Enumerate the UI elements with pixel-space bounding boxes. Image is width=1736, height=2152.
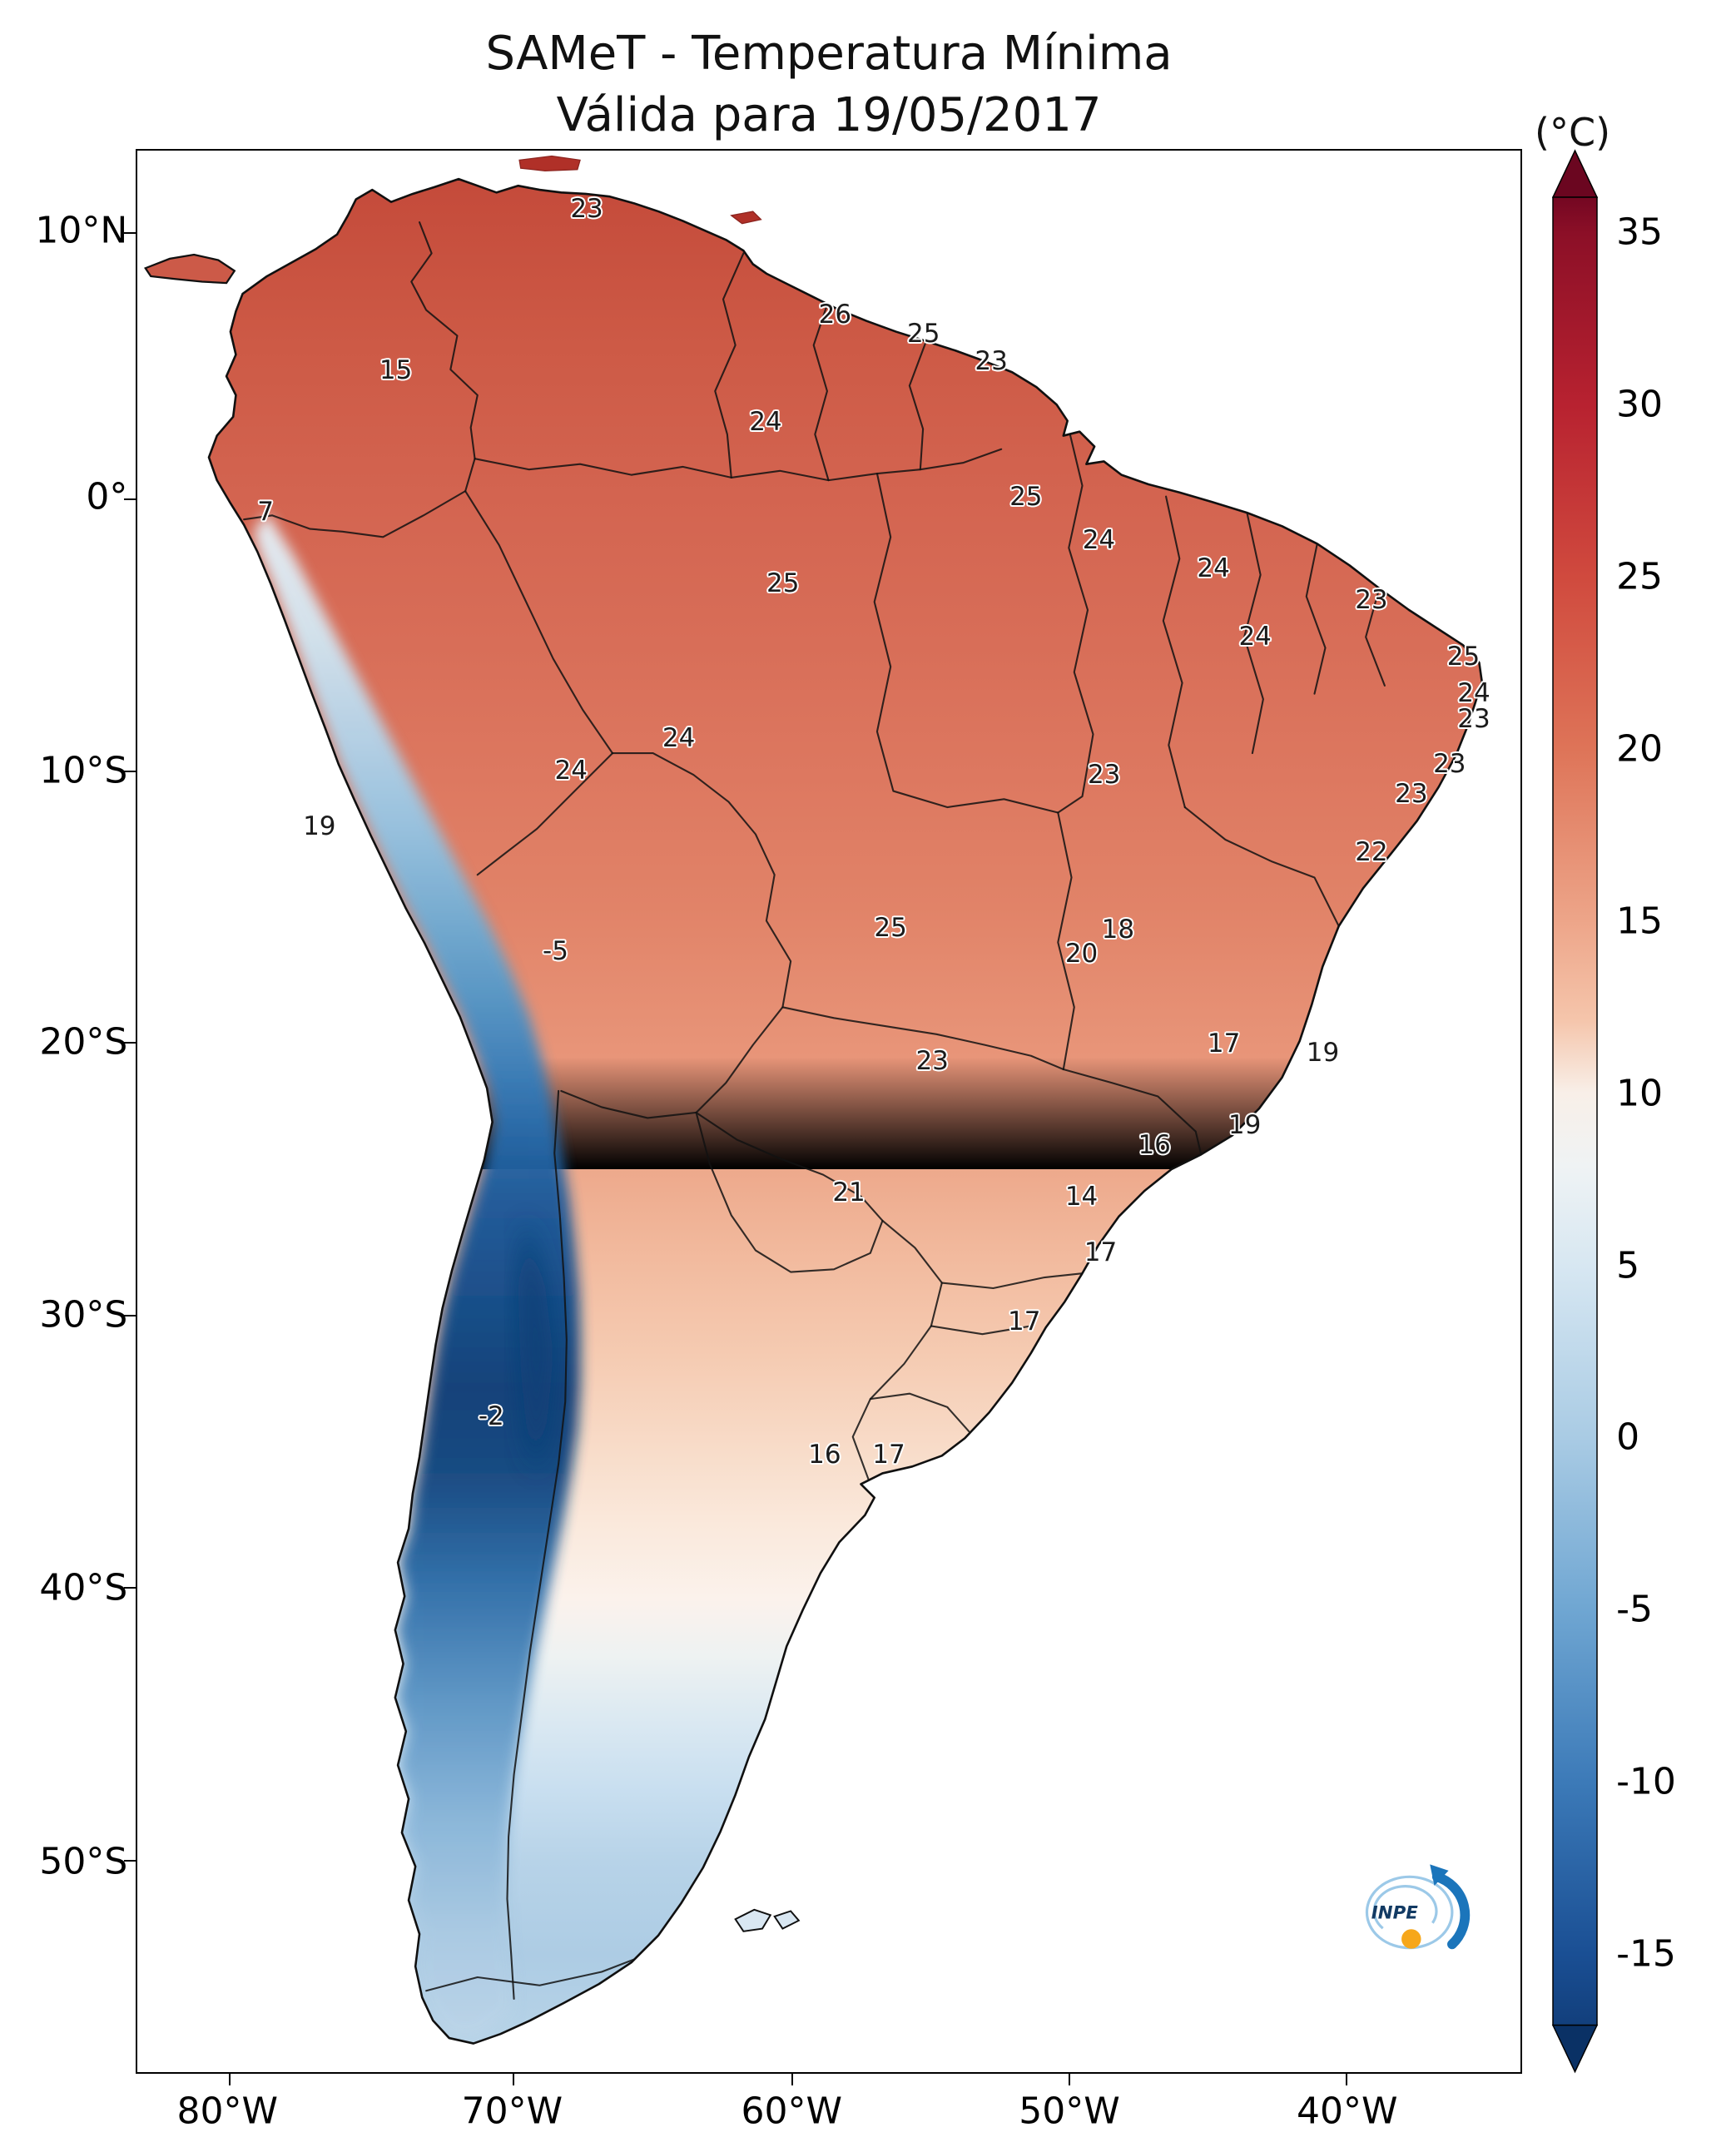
title-line-1: SAMeT - Temperatura Mínima [485,27,1173,82]
colorbar-tick-label: 0 [1616,1416,1640,1459]
colorbar-over-arrow [1551,149,1598,198]
latitude-tick-label: 10°S [39,749,128,792]
latitude-tickmark [123,1314,136,1316]
colorbar-tick-label: 35 [1616,211,1664,254]
longitude-tickmark [513,2073,515,2085]
andes-darkest-core [518,1217,553,1475]
longitude-tick-label: 80°W [176,2090,279,2133]
inpe-logo-orange-dot [1401,1929,1421,1950]
inpe-logo: INPE [1365,1864,1470,1950]
caribbean-island-fragment [729,211,762,225]
latitude-tickmark [123,1041,136,1044]
colorbar-tick-label: -15 [1616,1932,1676,1976]
falkland-islands [733,1908,801,1932]
latitude-tick-label: 0° [86,475,128,518]
colorbar-gradient-body [1552,196,1598,2026]
south-america-map [143,155,1483,2045]
longitude-tick-label: 50°W [1019,2090,1120,2133]
latitude-tickmark [123,771,136,773]
inpe-logo-inner-swirl [1372,1885,1438,1930]
longitude-tickmark [1069,2073,1071,2085]
latitude-tickmark [123,498,136,500]
colorbar-tick-label: 5 [1616,1244,1640,1287]
inpe-logo-arrow-arc [1431,1872,1470,1950]
longitude-tickmark [1346,2073,1348,2085]
colorbar-tick-label: 20 [1616,727,1664,771]
colorbar-tick-label: -5 [1616,1588,1653,1631]
country-state-borders [242,221,1386,2000]
title-line-2: Válida para 19/05/2017 [556,88,1102,143]
longitude-tick-label: 60°W [741,2090,842,2133]
latitude-tickmark [123,1860,136,1862]
andes-cold-band [253,513,580,2037]
latitude-tick-label: 20°S [39,1020,128,1064]
colorbar [1551,149,1598,2074]
colorbar-tick-label: 25 [1616,555,1664,598]
latitude-tick-label: 10°N [35,209,128,252]
colorbar-tick-label: 10 [1616,1072,1664,1115]
caribbean-coast-fragment [518,155,581,171]
latitude-tick-label: 30°S [39,1293,128,1336]
colorbar-tick-label: 30 [1616,383,1664,426]
longitude-tick-label: 70°W [461,2090,563,2133]
colorbar-tick-label: 15 [1616,900,1664,943]
colorbar-under-arrow [1551,2024,1598,2074]
map-plot-area [123,148,1523,2085]
longitude-tick-label: 40°W [1296,2090,1398,2133]
inpe-logo-arrowhead [1429,1864,1449,1887]
latitude-tickmark [123,1587,136,1589]
inpe-logo-text: INPE [1371,1903,1418,1924]
figure-title: SAMeT - Temperatura Mínima Válida para 1… [136,23,1523,146]
panama-landmass [143,253,236,285]
longitude-tickmark [228,2073,231,2085]
longitude-tickmark [791,2073,794,2085]
colorbar-tick-label: -10 [1616,1760,1676,1803]
latitude-tick-label: 50°S [39,1840,128,1883]
colorbar-unit-label: (°C) [1535,109,1611,155]
latitude-tickmark [123,231,136,234]
latitude-tick-label: 40°S [39,1566,128,1609]
